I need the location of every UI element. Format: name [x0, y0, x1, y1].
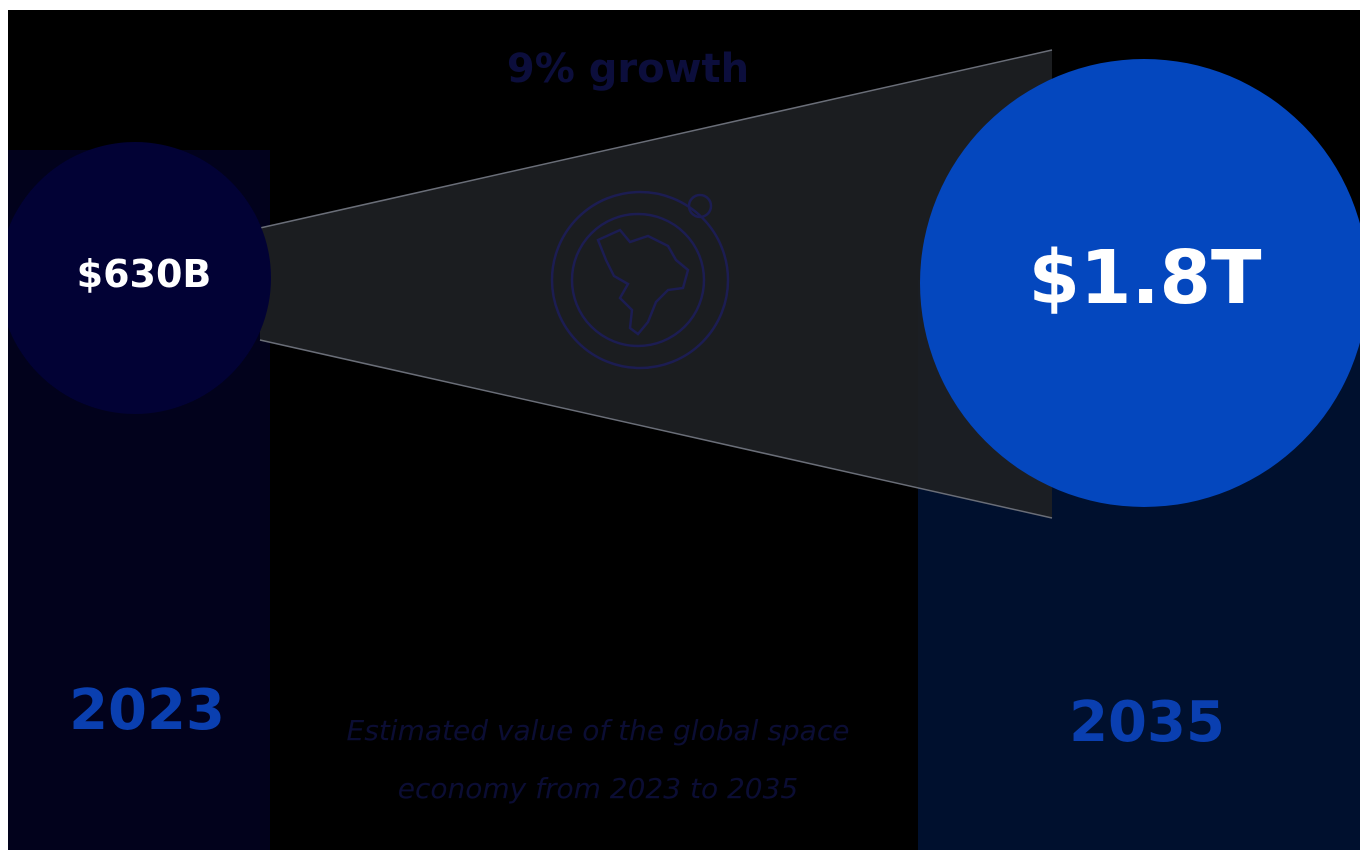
bubble-2035	[920, 59, 1360, 507]
year-label-2023: 2023	[69, 678, 225, 743]
chart-caption: Estimated value of the global space econ…	[346, 714, 850, 805]
growth-annotation: 9% growth	[506, 46, 750, 92]
value-label-2023: $630B	[76, 252, 212, 296]
infographic-art	[8, 49, 1360, 850]
year-label-2035: 2035	[1069, 690, 1225, 755]
growth-funnel	[260, 50, 1052, 518]
value-label-2035: $1.8T	[1028, 235, 1262, 321]
infographic: $630B $1.8T 9% growth 2023 2035 Estimate…	[8, 10, 1360, 850]
funnel-edge-top	[259, 49, 1053, 229]
globe-orbit-icon	[550, 190, 730, 370]
bubble-2023	[8, 142, 271, 414]
funnel-edge-bottom	[259, 339, 1053, 519]
